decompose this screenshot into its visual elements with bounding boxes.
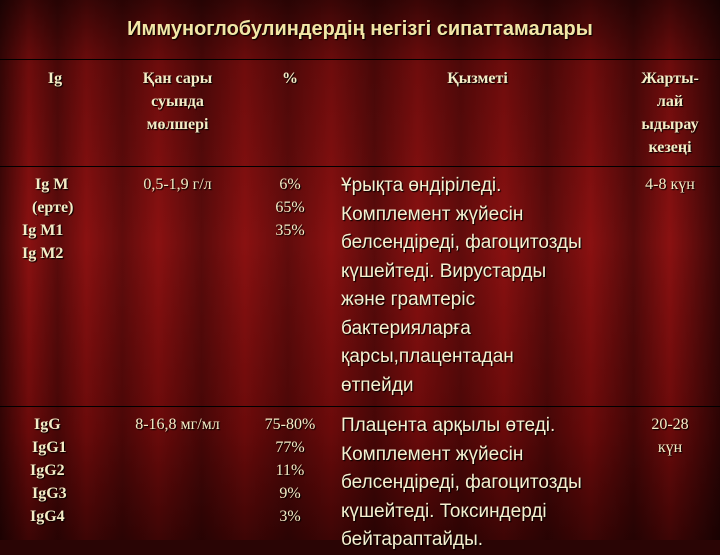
header-ig-label: Ig [47,70,63,87]
igg-function-line: Плацента арқылы өтеді. [341,415,556,436]
igm-percent-value: 65% [275,199,305,216]
igm-line: (ерте) [32,199,74,216]
row-igm-percent: 6% 65% 35% [245,173,335,242]
row-igm-half-life: 4-8 күн [620,173,720,196]
header-halflife-line: Жарты- [641,70,699,87]
igm-percent-value: 6% [279,176,301,193]
igg-percent-value: 11% [275,462,305,479]
row-igm-class: Ig M (ерте) Ig M1 Ig M2 [22,173,112,265]
header-half-life: Жарты- лай ыдырау кезеңі [620,67,720,159]
igg-line: IgG3 [32,485,67,502]
igg-function-line: Комплемент жүйесін [341,443,524,465]
table-top-border [0,59,720,60]
characteristics-table: Ig Қан сары суында мөлшері % Қызметі Жар… [0,59,720,550]
igg-function-line: белсендіреді, фагоцитозды [341,472,582,493]
igm-function-line: Ұрықта өндіріледі. [341,175,502,196]
header-blood-line: суында [151,93,204,110]
igg-line: IgG2 [30,462,65,479]
igg-percent-value: 77% [275,439,305,456]
row-igm-function: Ұрықта өндіріледі. Комплемент жүйесін бе… [341,172,616,400]
row-igg-percent: 75-80% 77% 11% 9% 3% [245,413,335,528]
header-blood-line: Қан сары [142,70,213,87]
page-title: Иммуноглобулиндердің негізгі сипаттамала… [127,18,593,40]
igg-line: IgG [34,416,61,433]
igg-percent-value: 9% [279,485,301,502]
igg-blood-value: 8-16,8 мг/мл [135,416,220,433]
igg-function-line: бейтараптайды. [341,529,484,550]
header-halflife-line: лай [656,93,684,110]
header-function: Қызметі [340,67,615,90]
igg-percent-value: 75-80% [264,416,316,433]
header-function-label: Қызметі [447,70,508,87]
row-igg-function: Плацента арқылы өтеді. Комплемент жүйесі… [341,412,616,555]
header-ig: Ig [0,67,110,90]
igm-function-line: бактерияларға [341,317,471,339]
header-percent-label: % [282,70,298,87]
igm-function-line: және грамтеріс [341,289,476,310]
igm-line: Ig M1 [22,222,64,239]
header-percent: % [245,67,335,90]
row-igg-blood-level: 8-16,8 мг/мл [110,413,245,436]
igg-halflife-value: 20-28 [651,416,689,433]
igg-function-line: күшейтеді. Токсиндерді [341,500,547,522]
igg-line: IgG4 [30,508,65,525]
igm-function-line: Комплемент жүйесін [341,203,524,225]
igg-line: IgG1 [32,439,67,456]
curtain-background [0,0,720,540]
igm-halflife-value: 4-8 күн [645,176,695,193]
header-row-divider [0,166,720,167]
row-igm-blood-level: 0,5-1,9 г/л [110,173,245,196]
igm-percent-value: 35% [275,222,305,239]
header-blood-line: мөлшері [146,116,209,133]
igm-line: Ig M2 [22,245,64,262]
igm-line: Ig M [35,176,69,193]
header-blood-level: Қан сары суында мөлшері [110,67,245,136]
igm-function-line: күшейтеді. Вирустарды [341,260,547,282]
igm-function-line: өтпейди [341,374,414,396]
igm-blood-value: 0,5-1,9 г/л [143,176,212,193]
igm-function-line: белсендіреді, фагоцитозды [341,232,582,253]
row-divider [0,406,720,407]
igg-percent-value: 3% [279,508,301,525]
igg-halflife-value: күн [657,439,683,456]
row-igg-half-life: 20-28 күн [620,413,720,459]
header-halflife-line: ыдырау [641,116,699,133]
igm-function-line: қарсы,плацентадан [341,346,514,367]
header-halflife-line: кезеңі [648,139,692,156]
row-igg-class: IgG IgG1 IgG2 IgG3 IgG4 [22,413,112,528]
